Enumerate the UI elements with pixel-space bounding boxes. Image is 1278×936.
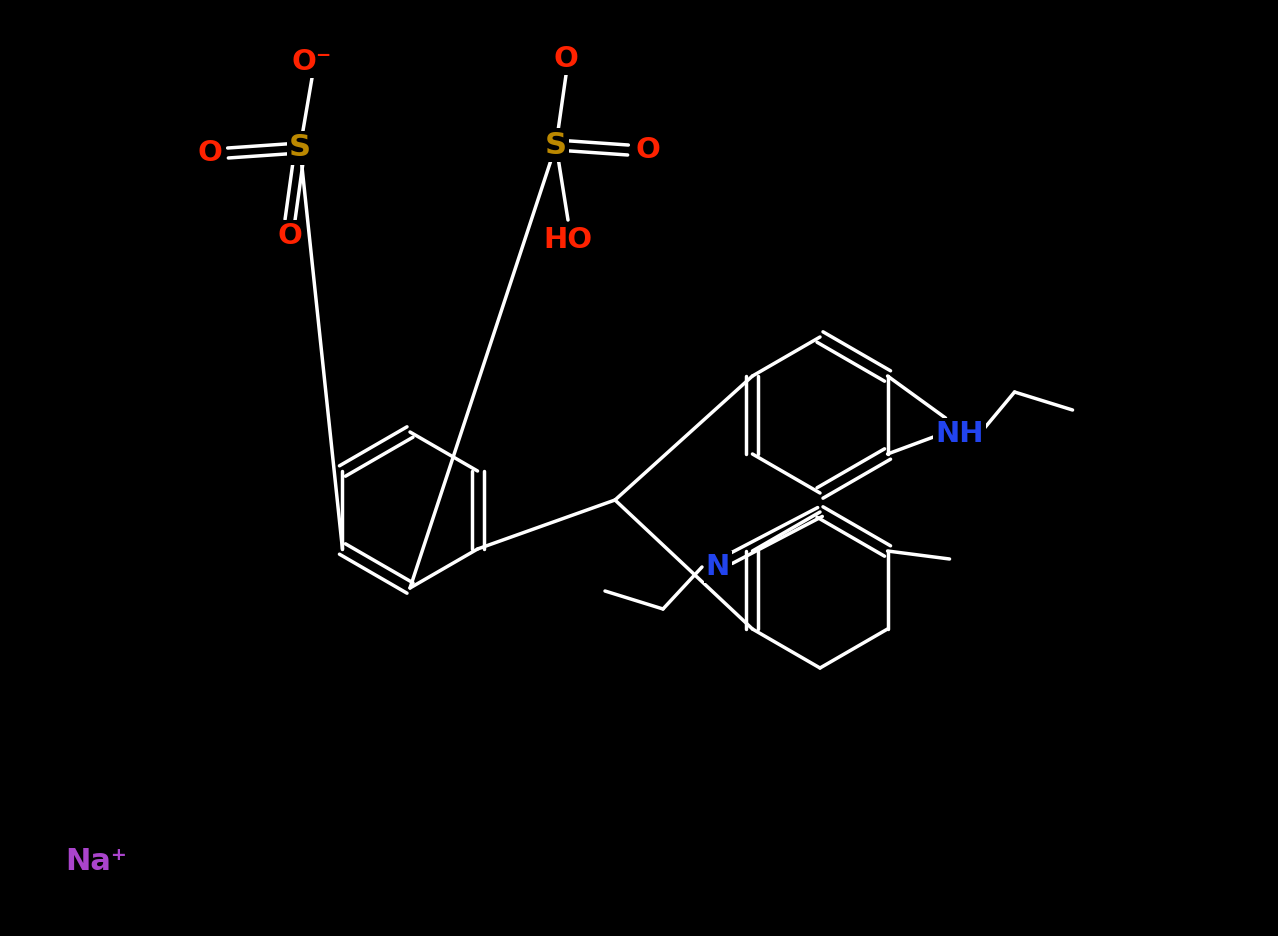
- Text: S: S: [544, 130, 567, 159]
- Text: S: S: [289, 134, 311, 163]
- Text: O: O: [635, 136, 661, 164]
- Text: N: N: [705, 553, 730, 581]
- Text: NH: NH: [935, 420, 984, 448]
- Text: O: O: [198, 139, 222, 167]
- Text: O: O: [553, 45, 579, 73]
- Text: O⁻: O⁻: [291, 48, 332, 76]
- Text: Na⁺: Na⁺: [65, 847, 127, 876]
- Text: HO: HO: [543, 226, 593, 254]
- Text: O: O: [277, 222, 303, 250]
